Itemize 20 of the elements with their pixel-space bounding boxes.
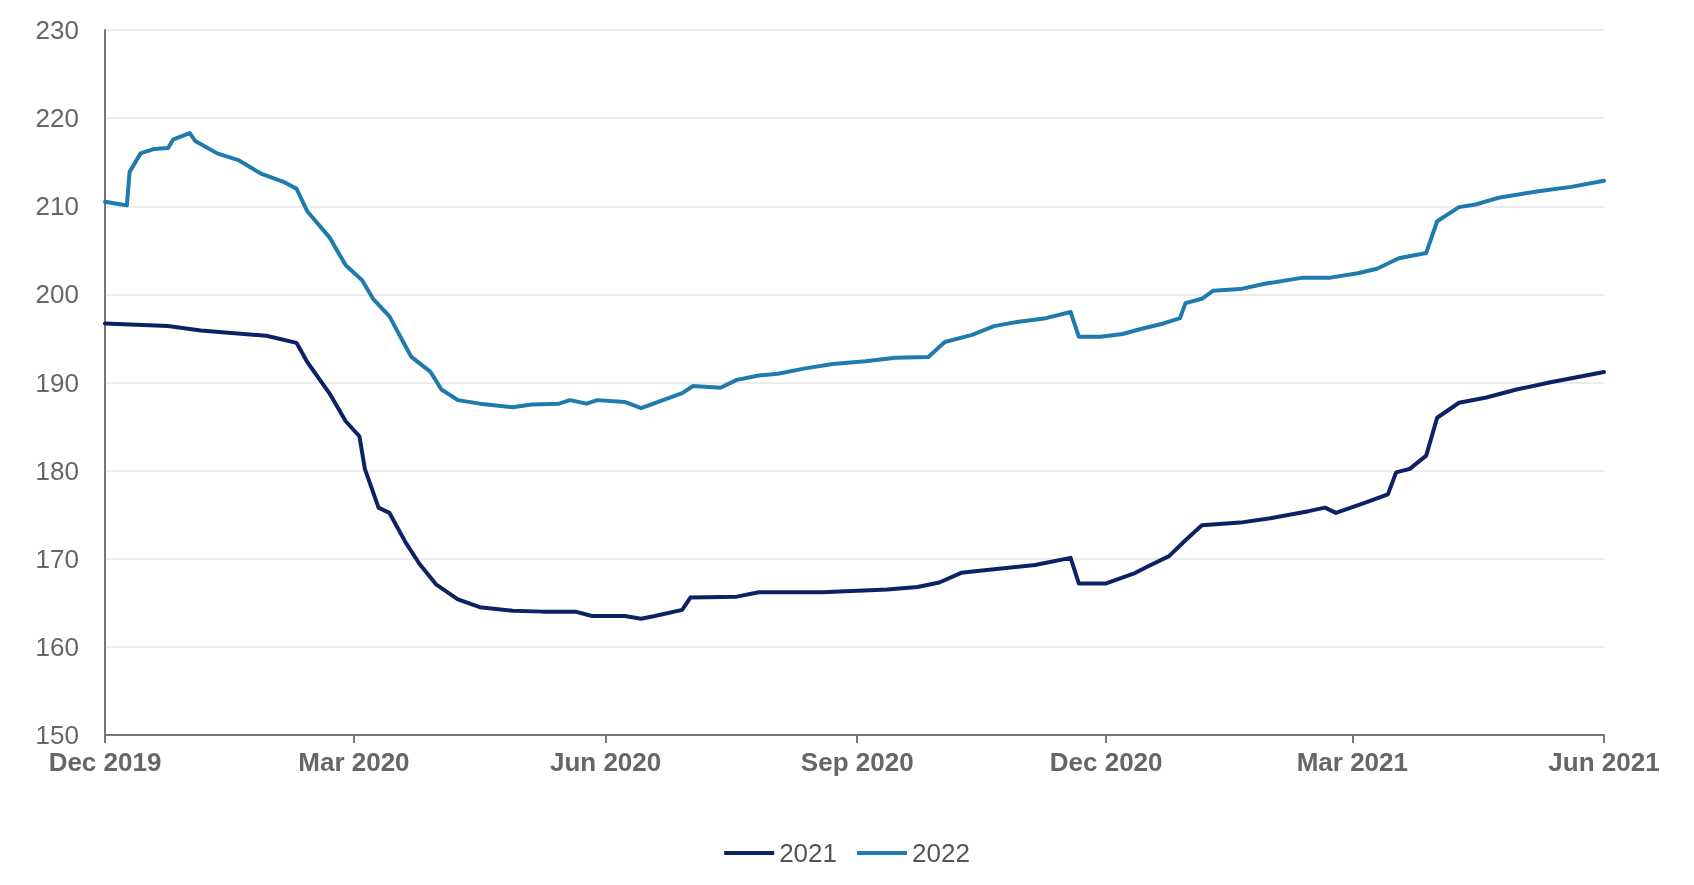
x-tick-label: Dec 2019 bbox=[48, 747, 162, 777]
line-series bbox=[103, 131, 1606, 411]
x-tick-label: Mar 2021 bbox=[1296, 747, 1408, 777]
y-tick-label: 150 bbox=[35, 720, 79, 750]
y-tick-label: 220 bbox=[35, 103, 79, 134]
y-tick-label: 230 bbox=[35, 15, 79, 45]
y-tick-label: 160 bbox=[35, 631, 79, 662]
x-tick-label: Mar 2020 bbox=[298, 747, 410, 777]
line-series bbox=[103, 321, 1606, 621]
y-tick-label: 200 bbox=[35, 279, 79, 310]
y-tick-label: 170 bbox=[35, 543, 79, 574]
legend-label: 2021 bbox=[779, 838, 837, 868]
legend-label: 2022 bbox=[912, 838, 970, 868]
y-tick-label: 190 bbox=[35, 367, 79, 398]
x-tick-label: Jun 2020 bbox=[549, 747, 662, 777]
x-tick-label: Dec 2020 bbox=[1049, 747, 1163, 777]
y-tick-label: 180 bbox=[35, 455, 79, 486]
y-tick-label: 210 bbox=[35, 191, 79, 222]
x-tick-label: Sep 2020 bbox=[800, 747, 914, 777]
x-tick-label: Jun 2021 bbox=[1548, 747, 1660, 777]
